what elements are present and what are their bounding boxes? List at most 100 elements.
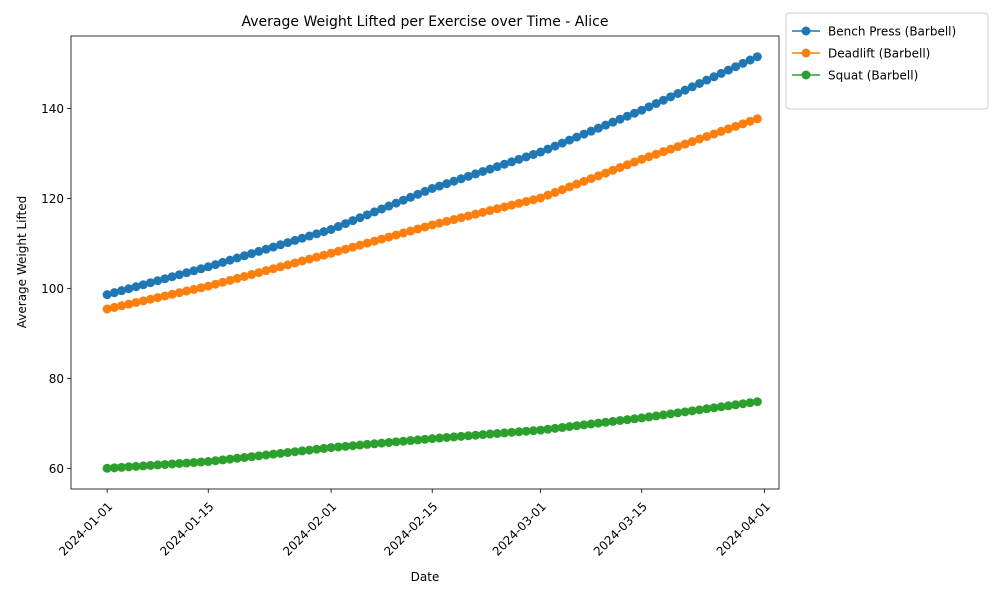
data-point — [442, 432, 452, 442]
legend-label: Deadlift (Barbell) — [828, 47, 930, 61]
data-point — [564, 422, 574, 432]
data-point — [601, 168, 611, 178]
data-point — [687, 82, 697, 92]
data-point — [449, 432, 459, 442]
data-point — [514, 198, 524, 208]
data-point — [384, 437, 394, 447]
data-point — [680, 139, 690, 149]
data-point — [723, 65, 733, 75]
data-point — [261, 244, 271, 254]
data-point — [210, 279, 220, 289]
data-point — [247, 270, 257, 280]
data-point — [254, 268, 264, 278]
data-point — [167, 272, 177, 282]
data-point — [550, 187, 560, 197]
data-point — [456, 174, 466, 184]
data-point — [615, 163, 625, 173]
data-point — [102, 290, 112, 300]
data-point — [673, 142, 683, 152]
data-point — [637, 105, 647, 115]
data-point — [341, 219, 351, 229]
data-point — [145, 294, 155, 304]
data-point — [543, 424, 553, 434]
data-point — [182, 286, 192, 296]
data-point — [499, 428, 509, 438]
data-point — [362, 210, 372, 220]
data-point — [478, 207, 488, 217]
data-point — [752, 114, 762, 124]
data-point — [182, 458, 192, 468]
data-point — [398, 195, 408, 205]
data-point — [666, 409, 676, 419]
data-point — [369, 207, 379, 217]
data-point — [507, 200, 517, 210]
data-point — [593, 418, 603, 428]
data-point — [485, 164, 495, 174]
data-point — [572, 179, 582, 189]
data-point — [564, 135, 574, 145]
data-point — [102, 304, 112, 314]
data-point — [398, 228, 408, 238]
data-point — [716, 402, 726, 412]
data-point — [297, 256, 307, 266]
data-point — [283, 448, 293, 458]
data-point — [658, 95, 668, 105]
data-point — [716, 68, 726, 78]
data-point — [579, 176, 589, 186]
data-point — [102, 463, 112, 473]
data-point — [247, 452, 257, 462]
data-point — [153, 460, 163, 470]
data-point — [276, 448, 286, 458]
data-point — [167, 289, 177, 299]
data-point — [680, 407, 690, 417]
data-point — [326, 443, 336, 453]
data-point — [254, 246, 264, 256]
data-point — [225, 255, 235, 265]
data-point — [666, 144, 676, 154]
data-point — [124, 284, 134, 294]
data-point — [637, 413, 647, 423]
data-point — [543, 190, 553, 200]
series-2 — [102, 114, 762, 314]
data-point — [145, 278, 155, 288]
data-point — [507, 427, 517, 437]
data-point — [564, 182, 574, 192]
data-point — [326, 224, 336, 234]
data-point — [319, 443, 329, 453]
data-point — [326, 248, 336, 258]
data-point — [290, 447, 300, 457]
data-point — [499, 159, 509, 169]
data-point — [218, 257, 228, 267]
data-point — [557, 422, 567, 432]
data-point — [348, 441, 358, 451]
data-point — [203, 262, 213, 272]
x-axis-label: Date — [411, 570, 440, 584]
data-point — [723, 401, 733, 411]
data-point — [695, 405, 705, 415]
data-point — [572, 132, 582, 142]
data-point — [463, 431, 473, 441]
data-point — [752, 52, 762, 62]
data-point — [420, 434, 430, 444]
data-point — [593, 171, 603, 181]
data-point — [391, 230, 401, 240]
data-point — [680, 85, 690, 95]
data-point — [608, 416, 618, 426]
data-point — [153, 293, 163, 303]
data-point — [622, 415, 632, 425]
data-point — [290, 235, 300, 245]
data-point — [355, 213, 365, 223]
data-point — [254, 451, 264, 461]
data-point — [651, 149, 661, 159]
data-point — [109, 288, 119, 298]
data-point — [622, 111, 632, 121]
data-point — [731, 62, 741, 72]
data-point — [362, 439, 372, 449]
data-point — [348, 242, 358, 252]
data-point — [319, 227, 329, 237]
data-point — [745, 116, 755, 126]
data-point — [131, 298, 141, 307]
data-point — [536, 425, 546, 435]
data-point — [427, 434, 437, 444]
y-tick-label: 120 — [41, 192, 64, 206]
